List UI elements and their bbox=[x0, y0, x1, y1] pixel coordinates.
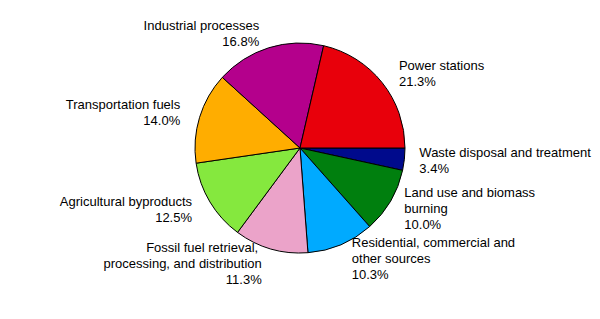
svg-text:14.0%: 14.0% bbox=[143, 113, 180, 128]
svg-text:processing, and distribution: processing, and distribution bbox=[103, 256, 261, 271]
svg-text:16.8%: 16.8% bbox=[222, 34, 259, 49]
svg-text:Agricultural byproducts: Agricultural byproducts bbox=[60, 194, 193, 209]
svg-text:Fossil fuel retrieval,: Fossil fuel retrieval, bbox=[146, 240, 262, 255]
svg-text:10.0%: 10.0% bbox=[404, 217, 441, 232]
svg-text:21.3%: 21.3% bbox=[399, 74, 436, 89]
svg-text:10.3%: 10.3% bbox=[352, 267, 389, 282]
svg-text:Waste disposal and treatment: Waste disposal and treatment bbox=[419, 145, 591, 160]
svg-text:Power stations: Power stations bbox=[399, 58, 485, 73]
svg-text:Land use and biomass: Land use and biomass bbox=[404, 185, 538, 200]
svg-text:Transportation fuels: Transportation fuels bbox=[66, 97, 181, 112]
svg-text:12.5%: 12.5% bbox=[155, 210, 192, 225]
svg-text:11.3%: 11.3% bbox=[226, 272, 262, 287]
svg-text:3.4%: 3.4% bbox=[419, 161, 449, 176]
svg-text:burning: burning bbox=[404, 201, 447, 216]
svg-text:Residential, commercial and: Residential, commercial and bbox=[352, 235, 519, 250]
svg-text:Industrial processes: Industrial processes bbox=[144, 18, 260, 33]
svg-text:other sources: other sources bbox=[352, 251, 431, 266]
